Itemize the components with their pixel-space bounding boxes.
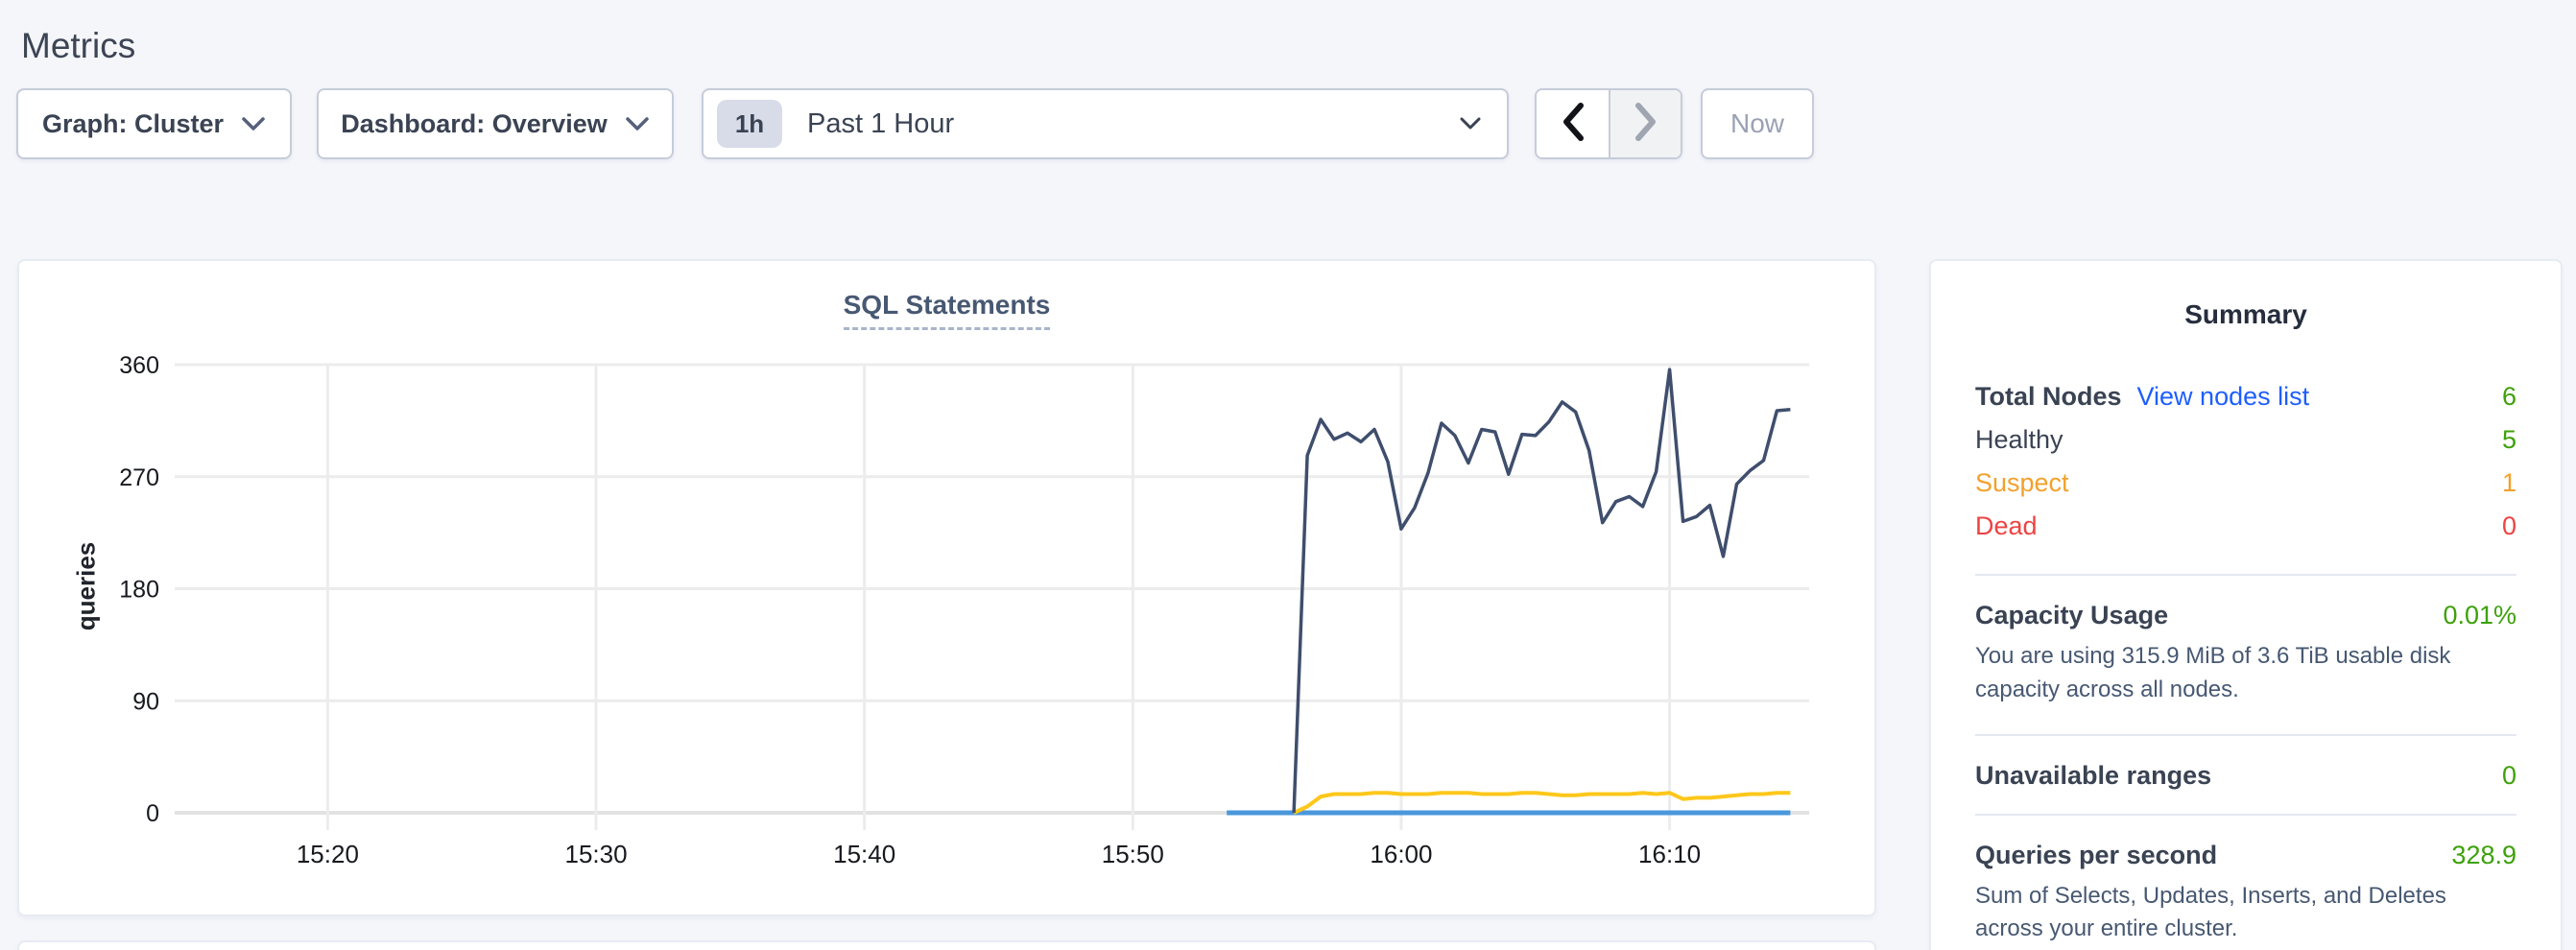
svg-text:15:40: 15:40 <box>833 840 895 868</box>
healthy-label: Healthy <box>1975 425 2063 454</box>
suspect-value: 1 <box>2501 468 2516 497</box>
svg-text:360: 360 <box>119 352 159 379</box>
divider <box>1975 574 2516 576</box>
unavailable-ranges-label: Unavailable ranges <box>1975 760 2212 790</box>
chevron-left-icon <box>1557 100 1589 149</box>
now-button[interactable]: Now <box>1701 88 1814 159</box>
queries-per-second-description: Sum of Selects, Updates, Inserts, and De… <box>1975 882 2446 942</box>
next-chart-panel-partial <box>17 940 1876 950</box>
dead-label: Dead <box>1975 511 2038 540</box>
queries-per-second-value: 328.9 <box>2451 840 2516 869</box>
page-title: Metrics <box>21 25 136 65</box>
svg-text:15:20: 15:20 <box>297 840 359 868</box>
graph-scope-dropdown[interactable]: Graph: Cluster <box>16 88 292 159</box>
suspect-nodes-row: Suspect 1 <box>1975 468 2516 511</box>
capacity-usage-row: Capacity Usage 0.01% <box>1975 601 2516 630</box>
svg-text:15:30: 15:30 <box>564 840 627 868</box>
unavailable-ranges-row: Unavailable ranges 0 <box>1975 761 2516 791</box>
chart-title[interactable]: SQL Statements <box>843 290 1051 330</box>
dashboard-label: Dashboard: Overview <box>341 108 608 138</box>
suspect-label: Suspect <box>1975 468 2069 497</box>
previous-time-button[interactable] <box>1537 90 1609 157</box>
time-range-label: Past 1 Hour <box>807 107 955 139</box>
svg-text:16:00: 16:00 <box>1370 840 1432 868</box>
dead-value: 0 <box>2501 511 2516 540</box>
svg-text:15:50: 15:50 <box>1102 840 1164 868</box>
svg-text:16:10: 16:10 <box>1638 840 1701 868</box>
total-nodes-value: 6 <box>2501 382 2516 411</box>
chevron-down-icon <box>241 116 266 132</box>
sql-statements-chart-panel: 0 90 180 270 360 15:20 15:30 15:40 15:50 16:00 16:… <box>17 259 1876 916</box>
view-nodes-list-link[interactable]: View nodes list <box>2136 382 2310 411</box>
unavailable-ranges-value: 0 <box>2501 760 2516 790</box>
svg-text:270: 270 <box>119 464 159 491</box>
time-step-buttons <box>1535 88 1682 159</box>
svg-text:90: 90 <box>132 688 159 715</box>
capacity-usage-description: You are using 315.9 MiB of 3.6 TiB usabl… <box>1975 643 2451 702</box>
svg-text:0: 0 <box>146 800 159 827</box>
divider <box>1975 733 2516 736</box>
total-nodes-row: Total Nodes View nodes list 6 <box>1975 382 2516 425</box>
chevron-right-icon <box>1630 100 1662 149</box>
time-range-picker[interactable]: 1h Past 1 Hour <box>702 88 1509 159</box>
divider <box>1975 813 2516 816</box>
capacity-usage-label: Capacity Usage <box>1975 601 2169 629</box>
chevron-down-icon <box>625 116 650 132</box>
capacity-usage-value: 0.01% <box>2443 601 2516 629</box>
time-range-badge: 1h <box>717 100 782 148</box>
sql-statements-chart[interactable]: 0 90 180 270 360 15:20 15:30 15:40 15:50 16:00 16:… <box>19 261 1878 918</box>
dashboard-dropdown[interactable]: Dashboard: Overview <box>317 88 674 159</box>
total-nodes-label: Total Nodes <box>1975 382 2122 411</box>
queries-per-second-label: Queries per second <box>1975 840 2218 869</box>
chart-title-row: SQL Statements <box>19 290 1874 330</box>
graph-scope-label: Graph: Cluster <box>41 108 225 138</box>
y-axis-label: queries <box>71 541 101 631</box>
summary-heading: Summary <box>2184 299 2307 329</box>
next-time-button-disabled[interactable] <box>1609 90 1681 157</box>
healthy-nodes-row: Healthy 5 <box>1975 425 2516 468</box>
svg-text:180: 180 <box>119 577 159 604</box>
summary-panel: Summary Total Nodes View nodes list 6 He… <box>1929 259 2563 950</box>
node-status-rows: Total Nodes View nodes list 6 Healthy 5 … <box>1975 382 2516 555</box>
healthy-value: 5 <box>2501 425 2516 454</box>
chevron-down-icon <box>1459 116 1482 131</box>
dead-nodes-row: Dead 0 <box>1975 511 2516 555</box>
queries-per-second-row: Queries per second 328.9 <box>1975 841 2516 870</box>
metrics-toolbar: Graph: Cluster Dashboard: Overview 1h Pa… <box>16 88 1814 159</box>
